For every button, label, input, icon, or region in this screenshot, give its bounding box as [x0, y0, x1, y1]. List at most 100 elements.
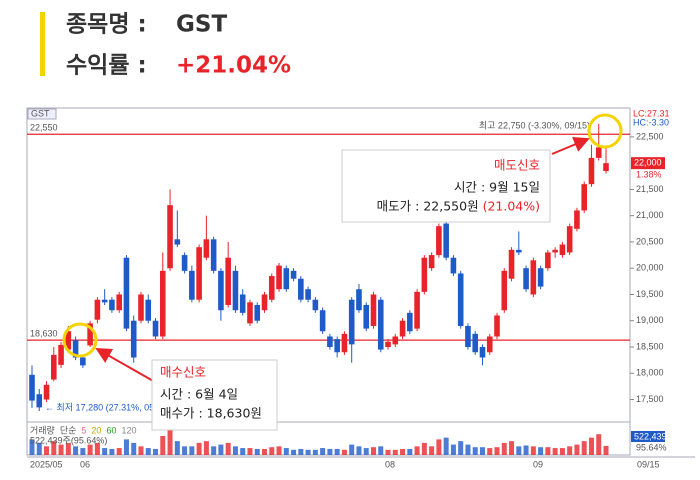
candle-body	[501, 270, 508, 311]
candle-body	[537, 268, 544, 287]
candle-body	[298, 278, 304, 300]
candle-body	[436, 226, 442, 256]
candle-body	[566, 226, 573, 253]
volume-bar	[211, 446, 217, 455]
volume-bar	[501, 442, 507, 455]
candle-body	[559, 244, 566, 256]
candle-body	[210, 239, 217, 271]
y-tick-label: 21,000	[636, 210, 664, 220]
volume-bar	[218, 444, 224, 455]
volume-bar	[530, 446, 536, 455]
candle-body	[152, 320, 159, 337]
candle-body	[290, 270, 297, 279]
candle-body	[232, 270, 239, 311]
volume-bar	[370, 447, 376, 455]
candle-body	[305, 289, 311, 300]
y-tick-label: 18,000	[636, 368, 664, 378]
candle-body	[203, 239, 210, 258]
candle-body	[225, 257, 231, 305]
candle-body	[130, 320, 137, 358]
return-label: 수익률 :	[66, 53, 147, 79]
stock-tag: GST	[31, 108, 50, 118]
y-tick-label: 21,500	[636, 184, 664, 194]
stock-name: GST	[176, 12, 227, 38]
sell-box	[341, 149, 551, 223]
volume-bar	[262, 448, 268, 455]
x-tick-label: 09	[533, 459, 543, 469]
buy-price: 매수가 : 18,630원	[160, 406, 262, 421]
volume-bar	[494, 447, 500, 455]
volume-bar	[523, 445, 529, 455]
candle-body	[479, 346, 486, 358]
volume-bar	[479, 447, 485, 455]
candle-body	[392, 336, 399, 345]
volume-bar	[189, 446, 195, 455]
buy-highlight	[62, 322, 98, 358]
volume-bar	[458, 441, 464, 455]
volume-legend: 거래량	[30, 424, 55, 435]
volume-bar	[385, 449, 391, 455]
chart: 17,500 18,000 18,500 19,000 19,500 20,000 20,5…	[27, 108, 670, 469]
reference-label: 22,550	[30, 123, 58, 133]
name-label: 종목명 :	[66, 12, 147, 38]
y-tick-label: 22,500	[636, 131, 664, 141]
low-note: ← 최저 17,280 (27.31%, 05/23)	[45, 402, 170, 412]
volume-bar	[378, 446, 384, 455]
candle-body	[552, 249, 558, 253]
volume-bar	[545, 447, 551, 455]
candle-body	[363, 304, 370, 329]
candle-body	[247, 302, 253, 324]
buy-arrow	[95, 348, 156, 383]
volume-bar	[334, 448, 340, 455]
candle-body	[29, 374, 35, 401]
buy-title: 매수신호	[160, 365, 206, 380]
candle-body	[268, 276, 275, 300]
volume-bar	[363, 448, 369, 455]
candle-body	[399, 320, 406, 337]
y-tick-label: 19,500	[636, 289, 664, 299]
volume-bar	[102, 448, 108, 455]
candle-body	[283, 268, 290, 290]
volume-bar	[298, 448, 304, 455]
candle-body	[588, 157, 595, 185]
volume-bar	[116, 448, 122, 455]
candle-body	[523, 268, 529, 290]
candle-body	[603, 163, 609, 172]
candle-body	[545, 252, 551, 269]
volume-bar	[80, 448, 86, 455]
volume-bar	[429, 446, 435, 455]
stock-tag-box	[27, 108, 57, 120]
candle-body	[443, 223, 449, 258]
candle-body	[428, 255, 435, 269]
volume-bar	[87, 444, 93, 455]
candle-body	[254, 304, 261, 321]
candle-body	[574, 210, 580, 229]
volume-bar	[225, 442, 231, 455]
candle-body	[516, 249, 522, 253]
volume-bar	[131, 442, 137, 455]
candle-body	[72, 340, 79, 358]
volume-bar	[247, 448, 253, 455]
candle-body	[472, 333, 479, 353]
price-change: 1.38%	[636, 170, 662, 180]
candle-body	[508, 249, 515, 279]
volume-bar	[421, 442, 427, 455]
volume-bar	[603, 445, 609, 455]
volume-bar	[552, 448, 558, 455]
volume-bar	[443, 437, 449, 455]
sell-highlight	[587, 113, 623, 149]
x-tick-label: 06	[80, 459, 90, 469]
candle-body	[189, 270, 195, 300]
volume-bar	[283, 448, 289, 455]
buy-time: 시간 : 6월 4일	[160, 387, 238, 402]
candle-body	[377, 299, 384, 350]
volume-bar	[269, 447, 275, 455]
volume-bar	[312, 449, 318, 455]
sell-time: 시간 : 9월 15일	[454, 180, 540, 195]
y-tick-label: 19,000	[636, 315, 664, 325]
volume-bar	[305, 449, 311, 455]
candle-body	[218, 270, 224, 311]
volume-bar	[320, 448, 326, 455]
candle-body	[87, 323, 93, 346]
candle-body	[581, 184, 588, 211]
